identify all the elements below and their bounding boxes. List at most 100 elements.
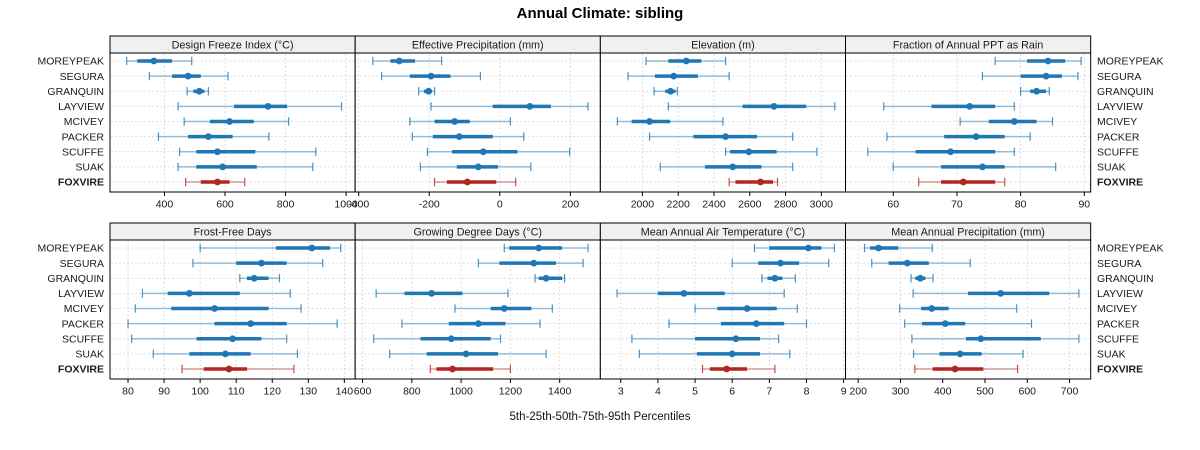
axis-tick-label: 800 [403,386,421,398]
axis-tick-label: 3000 [810,199,834,211]
series-granquin [534,274,566,283]
axis-tick-label: 500 [976,386,994,398]
series-moreypeak [372,56,443,66]
axis-tick-label: 400 [934,386,952,398]
axis-tick-label: 60 [887,199,899,211]
median-dot [226,118,233,125]
axis-tick-label: 600 [216,199,234,211]
median-dot [928,305,936,312]
series-packer [127,319,338,328]
series-foxvire [429,364,512,374]
axis-tick-label: 100 [191,386,209,398]
median-dot [474,163,482,171]
median-dot [771,274,779,282]
site-label-packer: PACKER [1097,318,1140,330]
series-suak [152,349,299,359]
median-dot [1010,118,1018,125]
median-dot [722,133,730,141]
axis-tick-label: 80 [122,386,134,398]
median-dot [428,289,435,297]
site-label-mcivey: MCIVEY [64,116,104,128]
site-label-layview: LAYVIEW [58,288,104,300]
series-granquin [1020,87,1050,96]
axis-tick-label: 110 [228,386,245,398]
series-foxvire [918,177,1006,187]
median-dot [1044,57,1052,65]
series-mcivey [409,117,511,126]
median-dot [535,244,543,252]
series-moreypeak [753,243,835,253]
site-label-layview: LAYVIEW [1097,101,1143,113]
site-label-foxvire: FOXVIRE [1097,364,1143,376]
series-suak [638,349,791,359]
panel-fraction-ppt-as-rain: Fraction of Annual PPT as Rain 60 70 80 90 [845,35,1092,211]
series-suak [389,349,547,359]
axis-tick-label: 1000 [334,199,358,211]
site-label-scuffe: SCUFFE [1097,333,1139,345]
panel-header-label: Design Freeze Index (°C) [172,39,294,51]
series-mcivey [454,304,553,313]
median-dot [743,305,751,312]
series-scuffe [373,334,502,343]
axis-tick-label: 700 [1061,386,1079,398]
median-dot [427,72,435,80]
series-layview [667,102,836,111]
panel-header-label: Effective Precipitation (mm) [412,39,544,51]
series-layview [375,289,509,298]
axis-tick-label: 6 [729,386,735,398]
series-scuffe [179,147,317,156]
site-label-granquin: GRANQUIN [47,86,104,98]
median-dot [250,274,258,282]
series-granquin [761,274,796,283]
series-suak [419,162,532,172]
median-dot [214,148,221,156]
median-dot [667,87,675,95]
median-dot [463,178,471,186]
site-label-packer: PACKER [62,318,105,330]
series-segura [981,71,1079,81]
median-dot [500,305,508,312]
panel-frost-free-days: Frost-Free Days 80 90 100 110 120 130 140 [109,222,356,398]
site-label-foxvire: FOXVIRE [1097,177,1143,189]
median-dot [258,259,265,267]
site-label-mcivey: MCIVEY [64,303,104,315]
median-dot [449,365,456,373]
axis-tick-label: 2800 [774,199,798,211]
site-label-scuffe: SCUFFE [1097,146,1139,158]
axis-tick-label: 400 [156,199,174,211]
site-label-foxvire: FOXVIRE [58,177,104,189]
site-label-foxvire: FOXVIRE [58,364,104,376]
axis-tick-label: 130 [300,386,318,398]
series-foxvire [728,177,779,187]
site-label-granquin: GRANQUIN [1097,273,1154,285]
median-dot [264,102,272,110]
median-dot [997,289,1005,297]
series-mcivey [183,117,290,126]
series-scuffe [131,334,288,343]
series-layview [883,102,1015,111]
series-suak [177,162,314,172]
series-segura [148,71,229,81]
series-packer [157,132,270,141]
series-moreypeak [994,56,1082,66]
axis-tick-label: 1000 [449,386,473,398]
axis-tick-label: 120 [263,386,281,398]
axis-tick-label: 7 [766,386,772,398]
median-dot [757,178,764,186]
median-dot [770,102,778,110]
series-segura [477,258,584,268]
chart-title: Annual Climate: sibling [516,5,684,22]
site-label-packer: PACKER [62,131,105,143]
site-label-mcivey: MCIVEY [1097,303,1137,315]
axis-tick-label: 1200 [499,386,523,398]
series-suak [912,349,1024,359]
axis-tick-label: 200 [562,199,580,211]
site-label-moreypeak: MOREYPEAK [37,243,104,255]
axis-tick-label: 2600 [738,199,762,211]
median-dot [225,365,233,373]
median-dot [474,320,482,328]
panel-effective-precipitation: Effective Precipitation (mm) -400 -200 0 200 [348,35,601,211]
axis-tick-label: 300 [892,386,910,398]
median-dot [646,118,653,125]
